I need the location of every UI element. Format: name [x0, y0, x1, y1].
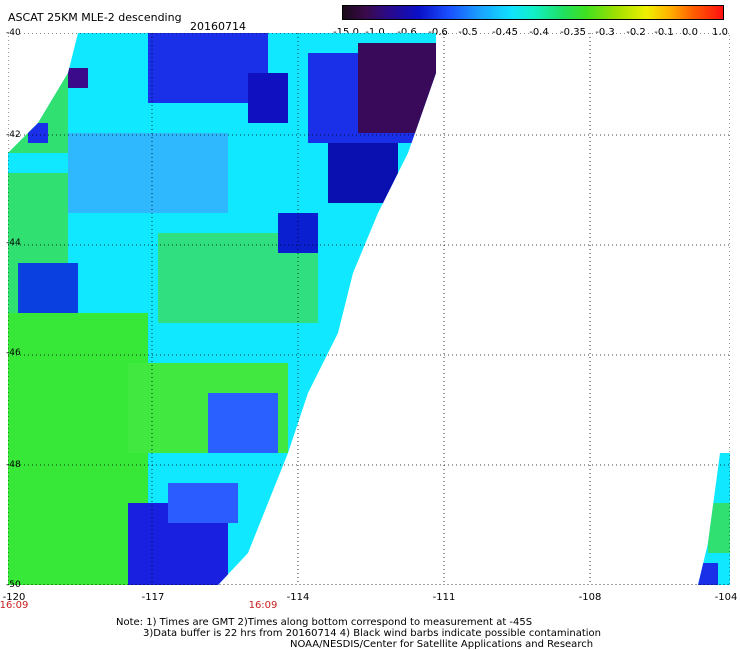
colorbar-label: -0.3	[595, 27, 615, 38]
lon-label: -104	[714, 592, 738, 603]
time-label: 16:09	[0, 600, 29, 611]
swath-data	[8, 33, 436, 585]
lat-label: -40	[6, 28, 21, 38]
map-date: 20160714	[190, 20, 246, 33]
colorbar-label: -0.6	[397, 27, 417, 38]
lon-label: -111	[432, 592, 456, 603]
lat-label: -50	[6, 580, 21, 590]
lon-label: -120	[2, 592, 26, 603]
note-line-3: NOAA/NESDIS/Center for Satellite Applica…	[290, 639, 594, 650]
colorbar-label: -0.1	[654, 27, 674, 38]
lon-label: -114	[286, 592, 310, 603]
lon-label: -117	[141, 592, 165, 603]
map-plot	[8, 33, 730, 585]
colorbar-labels: -15.0 -1.0 -0.6 -0.6 -0.5 -0.45 -0.4 -0.…	[333, 27, 732, 39]
colorbar-label: -0.35	[560, 27, 586, 38]
lat-label: -46	[6, 348, 21, 358]
colorbar-label: -1.0	[365, 27, 385, 38]
colorbar-label: -0.2	[626, 27, 646, 38]
swath-data-east	[698, 453, 730, 585]
note-line-2: 3)Data buffer is 22 hrs from 20160714 4)…	[143, 628, 601, 639]
time-label: 16:09	[248, 600, 278, 611]
colorbar-label: 1.0	[712, 27, 728, 38]
colorbar-label: -0.45	[492, 27, 518, 38]
colorbar-label: -0.5	[458, 27, 478, 38]
colorbar	[342, 5, 724, 20]
colorbar-label: -0.6	[428, 27, 448, 38]
lon-label: -108	[578, 592, 602, 603]
colorbar-label: -0.4	[529, 27, 549, 38]
note-line-1: Note: 1) Times are GMT 2)Times along bot…	[116, 617, 533, 628]
lat-label: -44	[6, 238, 21, 248]
colorbar-label: 0.0	[682, 27, 698, 38]
map-title: ASCAT 25KM MLE-2 descending	[8, 11, 182, 24]
lat-label: -42	[6, 130, 21, 140]
lat-label: -48	[6, 460, 21, 470]
colorbar-label: -15.0	[333, 27, 359, 38]
graticule	[8, 33, 730, 585]
